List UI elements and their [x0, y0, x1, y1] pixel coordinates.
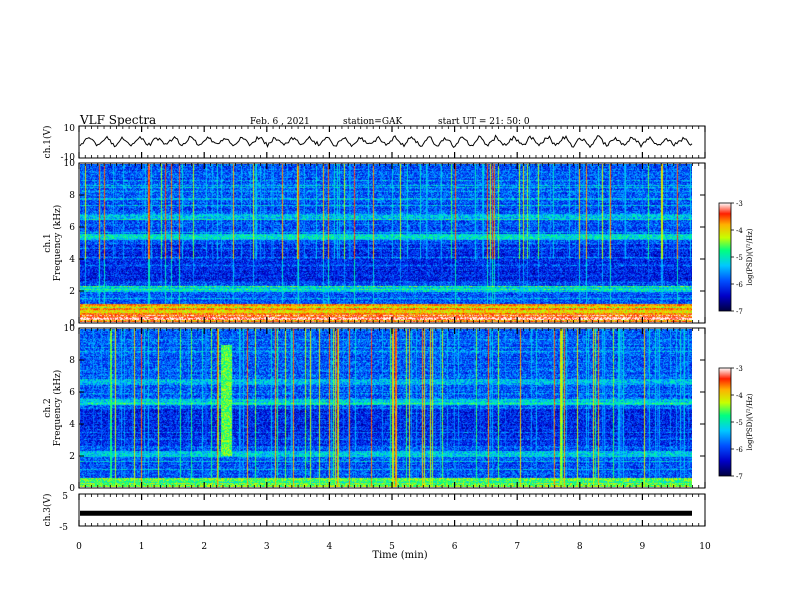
colorbar-ch1: -3 -4 -5 -6 -7 log(PSD)(V²/Hz): [718, 200, 754, 316]
colorbar-ch2-label: log(PSD)(V²/Hz): [746, 393, 754, 450]
figure-title: VLF Spectra: [79, 113, 156, 127]
y-tick-label: 8: [69, 191, 75, 201]
colorbar-tick-label: -4: [736, 227, 743, 235]
y-tick-label: 4: [69, 420, 75, 430]
colorbar-ch2: -3 -4 -5 -6 -7 log(PSD)(V²/Hz): [718, 365, 754, 481]
x-tick-label: 6: [452, 542, 458, 552]
x-tick-label: 4: [327, 542, 333, 552]
y-tick-label: 0: [69, 319, 75, 329]
colorbar-tick-label: -6: [736, 446, 743, 454]
y-tick-label: 2: [69, 452, 75, 462]
station-label: station=GAK: [343, 117, 403, 127]
y-tick-label: 4: [69, 255, 75, 265]
ch1-wave-ylabel: ch.1(V): [42, 126, 53, 159]
x-axis-label: Time (min): [372, 550, 427, 561]
ch3-ylabel: ch.3(V): [42, 494, 53, 527]
x-tick-label: 2: [201, 542, 207, 552]
colorbar-tick-label: -7: [736, 308, 743, 316]
y-tick-label: 8: [69, 356, 75, 366]
colorbar-ch1-label: log(PSD)(V²/Hz): [746, 228, 754, 285]
x-tick-label: 0: [76, 542, 82, 552]
ch2-freq-label: Frequency (kHz): [52, 370, 63, 447]
x-tick-label: 1: [139, 542, 145, 552]
colorbar-tick-label: -7: [736, 473, 743, 481]
ch1-spec-label: ch.1: [43, 233, 53, 252]
ch2-spec-label: ch.2: [43, 398, 53, 417]
y-tick-label: 10: [64, 324, 76, 334]
x-tick-label: 7: [514, 542, 520, 552]
colorbar-tick-label: -6: [736, 281, 743, 289]
start-time-label: start UT = 21: 50: 0: [438, 117, 530, 127]
y-tick-label: 2: [69, 287, 75, 297]
ch1-spectrogram-panel: ch.1 Frequency (kHz): [43, 162, 706, 324]
colorbar-tick-label: -4: [736, 392, 743, 400]
ch1-ytick-top: 10: [64, 124, 76, 134]
x-tick-label: 8: [577, 542, 583, 552]
y-tick-label: 10: [64, 159, 76, 169]
colorbar-tick-label: -5: [736, 254, 743, 262]
colorbar-tick-label: -5: [736, 419, 743, 427]
ch2-spectrogram-panel: ch.2 Frequency (kHz): [43, 327, 706, 489]
x-tick-label: 5: [389, 542, 395, 552]
ch1-spectrogram: [80, 164, 692, 322]
ch1-freq-label: Frequency (kHz): [52, 205, 63, 282]
colorbar-tick-label: -3: [736, 200, 743, 208]
y-tick-label: 6: [69, 223, 75, 233]
y-tick-label: 0: [69, 484, 75, 494]
x-tick-label: 10: [699, 542, 711, 552]
x-tick-label: 3: [264, 542, 270, 552]
date-label: Feb. 6 , 2021: [250, 117, 310, 127]
ch2-spectrogram: [80, 329, 692, 487]
ch3-ytick-bottom: -5: [59, 523, 68, 533]
x-tick-label: 9: [640, 542, 646, 552]
ch3-ytick-top: 5: [62, 492, 68, 502]
ch1-waveform-trace: [79, 134, 693, 149]
ch1-ytick-bottom: -10: [61, 153, 76, 163]
colorbar-tick-label: -3: [736, 365, 743, 373]
y-tick-label: 6: [69, 388, 75, 398]
